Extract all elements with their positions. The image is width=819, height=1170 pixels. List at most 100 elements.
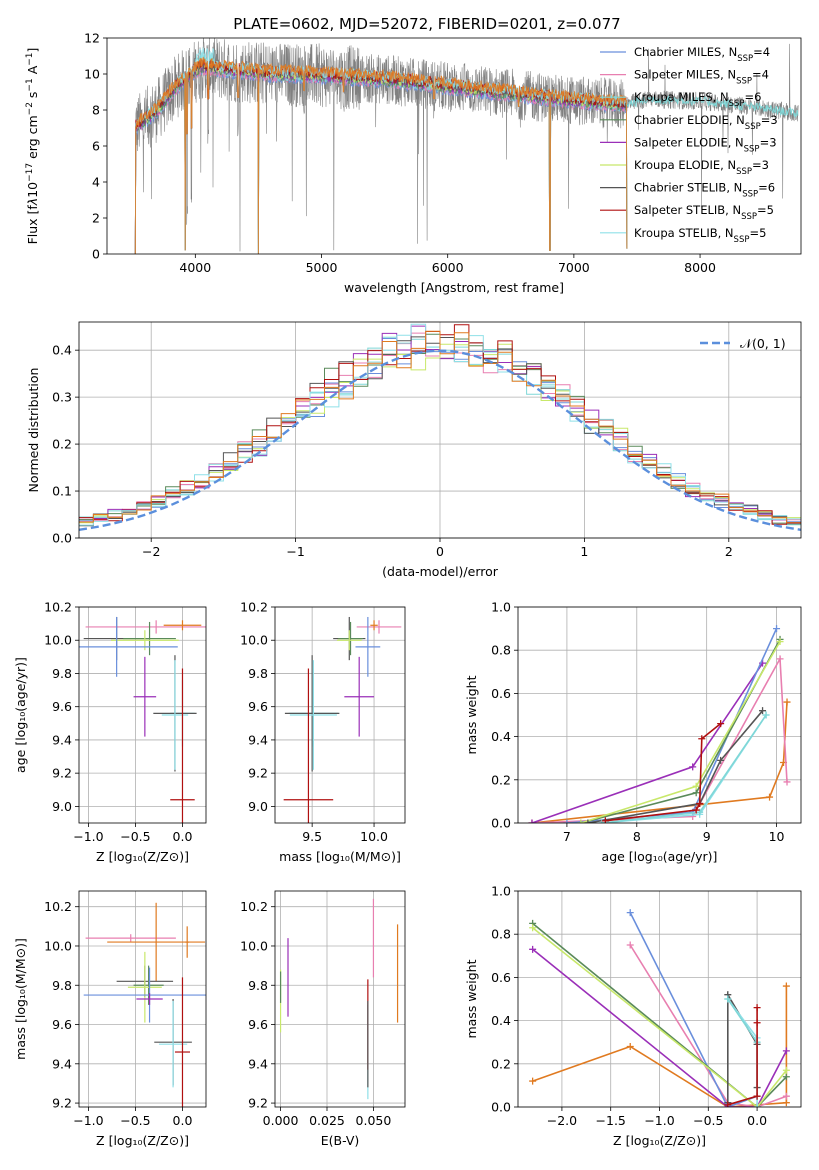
y-tick-label: 0.8 <box>491 927 511 942</box>
x-axis-label: age [log₁₀(age/yr)] <box>602 849 718 864</box>
y-tick-label: 9.6 <box>248 699 268 714</box>
weight-series-line <box>727 998 758 1107</box>
legend-label: Chabrier STELIB, N <box>634 181 742 195</box>
x-axis-label: Z [log₁₀(Z/Z⊙)] <box>96 849 189 864</box>
y-tick-label: 10.2 <box>44 600 72 615</box>
y-label-part: ] <box>25 48 40 53</box>
weight-point-marker <box>782 1066 790 1074</box>
x-tick-label: 5000 <box>306 260 338 275</box>
y-tick-label: 9.2 <box>248 766 268 781</box>
weight-series-line <box>587 710 764 823</box>
x-tick-label: 10 <box>769 829 785 844</box>
weight-point-marker <box>776 638 784 646</box>
legend-entry: Chabrier STELIB, NSSP=6 <box>634 181 775 200</box>
x-tick-label: 0.0 <box>173 829 193 844</box>
y-label-part: −1 <box>25 52 35 65</box>
weight-point-marker <box>782 1099 790 1107</box>
weight-point-marker <box>626 1043 634 1051</box>
x-tick-label: 9 <box>703 829 711 844</box>
y-tick-label: 10.2 <box>240 600 268 615</box>
legend-sub: SSP <box>742 190 758 200</box>
y-tick-label: 0.4 <box>491 729 511 744</box>
y-tick-label: 9.2 <box>52 1096 72 1111</box>
x-axis-label: Z [log₁₀(Z/Z⊙)] <box>613 1133 706 1148</box>
weight-point-marker <box>698 735 706 743</box>
y-tick-label: 0.1 <box>52 484 72 499</box>
y-axis-label: age [log₁₀(age/yr)] <box>13 657 28 773</box>
plot-area <box>134 38 799 254</box>
legend-label: Kroupa MILES, N <box>634 90 729 104</box>
y-label-part: erg cm <box>25 115 40 163</box>
weight-point-marker <box>782 982 790 990</box>
y-tick-label: 0 <box>92 247 100 262</box>
y-tick-label: 9.8 <box>248 978 268 993</box>
weight-series-line <box>727 998 758 1043</box>
legend-entry: Salpeter STELIB, NSSP=5 <box>634 203 774 222</box>
plot-area <box>528 625 791 823</box>
y-axis-label: Flux [fλ10−17 erg cm−2 s−1 A−1] <box>25 48 40 245</box>
x-axis-label: (data-model)/error <box>382 564 499 579</box>
x-tick-label: 10.0 <box>360 829 388 844</box>
x-tick-label: 0.050 <box>356 1113 392 1128</box>
weight-point-marker <box>759 707 767 715</box>
axes-frame <box>106 37 802 255</box>
axes-frame <box>78 890 207 1108</box>
y-tick-label: 9.6 <box>52 1017 72 1032</box>
panel-weight-vs-age: 7 8 9 10 0.0 0.2 0.4 0.6 0.8 1.0 age [log₁₀(age/yr… <box>464 600 802 864</box>
x-tick-label: 7000 <box>558 260 590 275</box>
x-tick-label: 1 <box>580 544 588 559</box>
y-tick-label: 9.0 <box>248 799 268 814</box>
y-tick-label: 9.6 <box>248 1017 268 1032</box>
weight-point-marker <box>724 1101 732 1107</box>
x-tick-label: 7 <box>563 829 571 844</box>
y-tick-label: 10 <box>84 67 100 82</box>
y-tick-label: 0.0 <box>52 531 72 546</box>
y-tick-label: 10.0 <box>44 633 72 648</box>
y-tick-label: 9.4 <box>248 732 268 747</box>
x-axis-label: wavelength [Angstrom, rest frame] <box>344 280 564 295</box>
y-tick-label: 1.0 <box>491 884 511 899</box>
spectrum-model-tail <box>626 95 799 119</box>
y-axis-label: mass weight <box>464 959 479 1038</box>
x-tick-label: −1.0 <box>73 1113 103 1128</box>
x-tick-label: 9.5 <box>302 829 322 844</box>
weight-series-line <box>727 1007 758 1106</box>
plot-area <box>529 909 790 1107</box>
y-tick-label: 2 <box>92 211 100 226</box>
weight-point-marker <box>773 625 781 633</box>
weight-point-marker <box>766 793 774 801</box>
x-tick-label: 0 <box>436 544 444 559</box>
weight-point-marker <box>626 941 634 949</box>
x-tick-label: 8000 <box>684 260 716 275</box>
weight-point-marker <box>753 1103 761 1107</box>
x-tick-label: −0.5 <box>693 1113 723 1128</box>
weight-series-line <box>532 927 788 1107</box>
plot-area <box>283 616 402 823</box>
panel-age-vs-Z: −1.0 −0.5 0.0 9.0 9.2 9.4 9.6 9.8 10.0 10.2 Z [log… <box>13 600 207 864</box>
y-label-part: Flux [f <box>25 205 40 245</box>
y-tick-label: 0.0 <box>491 1100 511 1115</box>
plot-area <box>279 898 399 1100</box>
plot-area <box>79 323 801 531</box>
legend-label: Salpeter STELIB, N <box>634 203 741 217</box>
x-tick-label: −0.5 <box>120 829 150 844</box>
weight-point-marker <box>724 995 732 1003</box>
y-tick-label: 6 <box>92 139 100 154</box>
panel-mass-vs-Z: −1.0 −0.5 0.0 9.2 9.4 9.6 9.8 10.0 10.2 Z [log₁₀(… <box>13 890 207 1148</box>
y-tick-label: 0.3 <box>52 390 72 405</box>
x-tick-label: −1.0 <box>644 1113 674 1128</box>
x-tick-label: −2.0 <box>547 1113 577 1128</box>
chart-title: PLATE=0602, MJD=52072, FIBERID=0201, z=0… <box>233 15 620 33</box>
legend-label: Salpeter ELODIE, N <box>634 135 744 149</box>
y-tick-label: 10.2 <box>240 899 268 914</box>
legend-entry: Chabrier MILES, NSSP=4 <box>634 45 770 64</box>
weight-point-marker <box>529 945 537 953</box>
y-tick-label: 0.6 <box>491 686 511 701</box>
legend-entry: Kroupa STELIB, NSSP=5 <box>634 226 766 245</box>
weight-point-marker <box>717 756 725 764</box>
panel-spectrum: 4000 5000 6000 7000 8000 0 2 4 6 8 10 12 wavelength … <box>25 31 802 295</box>
weight-series-line <box>532 986 788 1107</box>
weight-point-marker <box>692 806 700 814</box>
weight-series-line <box>531 701 788 823</box>
